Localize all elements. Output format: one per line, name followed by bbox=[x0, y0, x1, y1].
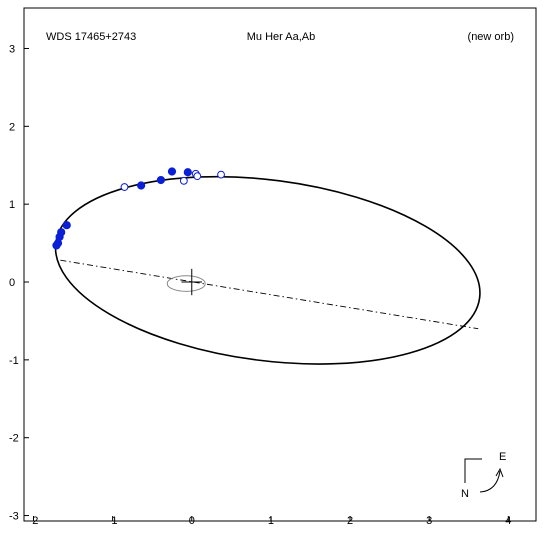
header-left: WDS 17465+2743 bbox=[46, 31, 136, 43]
x-tick-label: 0 bbox=[189, 515, 195, 527]
y-tick-label: -3 bbox=[9, 511, 19, 523]
observation-point-filled bbox=[167, 167, 177, 176]
y-tick-label: 0 bbox=[9, 277, 15, 289]
y-tick-label: -1 bbox=[9, 355, 19, 367]
observation-point-filled bbox=[156, 175, 166, 185]
x-tick-label: 4 bbox=[505, 515, 511, 527]
header-center: Mu Her Aa,Ab bbox=[247, 31, 315, 43]
observation-point-open bbox=[120, 183, 129, 191]
observation-point-open bbox=[179, 176, 188, 185]
line-of-apsides bbox=[60, 259, 479, 330]
header-right: (new orb) bbox=[468, 31, 514, 43]
x-tick-label: 1 bbox=[268, 515, 274, 527]
observation-point-filled bbox=[62, 221, 71, 230]
compass-north-label: N bbox=[461, 488, 469, 500]
reference-ellipse bbox=[166, 275, 206, 292]
observation-point-filled bbox=[57, 228, 66, 237]
compass: E N bbox=[461, 451, 506, 500]
observation-point-filled bbox=[137, 181, 146, 190]
x-tick-label: 3 bbox=[426, 515, 432, 527]
y-axis-ticks: 3 2 1 0 -1 -2 -3 bbox=[9, 43, 29, 523]
observation-point-filled bbox=[183, 168, 192, 177]
observation-point-open bbox=[217, 170, 225, 179]
orbit-ellipse bbox=[54, 175, 481, 365]
compass-east-label: E bbox=[499, 451, 506, 463]
compass-arrow-icon bbox=[479, 470, 501, 493]
compass-frame bbox=[464, 458, 482, 483]
observation-point-open bbox=[193, 172, 202, 181]
x-tick-label: 2 bbox=[347, 515, 353, 527]
plot-frame bbox=[23, 7, 537, 522]
x-axis-ticks: -2 -1 0 1 2 3 4 bbox=[29, 515, 512, 527]
compass-arrowhead-icon bbox=[495, 467, 504, 478]
y-tick-label: 1 bbox=[9, 199, 15, 211]
x-tick-label: -1 bbox=[108, 515, 118, 527]
y-tick-label: -2 bbox=[9, 433, 19, 445]
observations-filled bbox=[52, 167, 192, 250]
origin-cross bbox=[181, 268, 203, 296]
y-tick-label: 2 bbox=[9, 121, 15, 133]
y-tick-label: 3 bbox=[9, 43, 15, 55]
observations-open bbox=[120, 169, 225, 191]
x-tick-label: -2 bbox=[29, 515, 39, 527]
